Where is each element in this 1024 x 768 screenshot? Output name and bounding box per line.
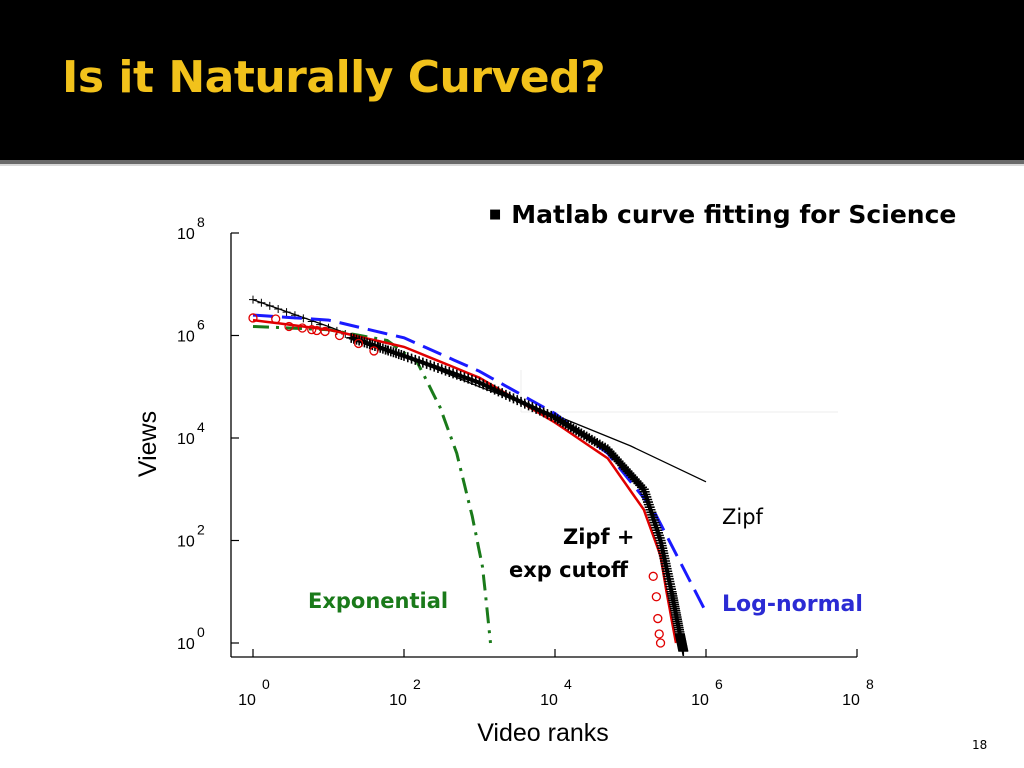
data-circle-marker (648, 571, 658, 581)
zipf-plus-marker (282, 308, 291, 317)
data-circle-marker (248, 313, 258, 323)
measured-marker (641, 491, 652, 502)
x-tick-label: 10 (691, 692, 709, 709)
x-tick-label: 10 (238, 692, 256, 709)
data-circle-marker (369, 346, 379, 356)
y-axis-label: Views (134, 411, 162, 477)
bullet-text: Matlab curve fitting for Science (511, 200, 957, 229)
x-tick-label: 10 (389, 692, 407, 709)
annotation-exponential: Exponential (308, 589, 448, 613)
y-tick-exponent: 4 (197, 419, 205, 435)
data-circle-marker (271, 314, 281, 324)
x-tick-exponent: 4 (564, 676, 572, 692)
x-tick-label: 10 (540, 692, 558, 709)
zipf-plus-marker (274, 305, 283, 314)
y-tick-label: 10 (177, 226, 195, 243)
annotation-zipf: Zipf (722, 505, 764, 529)
annotation-zipf-cutoff-line1: Zipf + (563, 525, 635, 549)
zipf-plus-marker (257, 298, 266, 307)
x-tick-exponent: 6 (715, 676, 723, 692)
zipf-plus-marker (265, 301, 274, 310)
measured-marker (644, 502, 655, 513)
bullet-item: ■ Matlab curve fitting for Science (489, 200, 956, 229)
x-tick-exponent: 0 (262, 676, 270, 692)
x-axis-label: Video ranks (477, 719, 609, 747)
data-circle-marker (320, 326, 330, 337)
page-number: 18 (972, 738, 988, 752)
y-tick-label: 10 (177, 636, 195, 653)
title-bar (0, 0, 1024, 160)
data-circle-marker (655, 638, 666, 648)
y-tick-label: 10 (177, 329, 195, 346)
title-divider-highlight (0, 164, 1024, 166)
data-circle-marker (284, 321, 294, 332)
annotation-zipf-cutoff-line2: exp cutoff (509, 558, 629, 582)
y-tick-exponent: 8 (197, 214, 205, 230)
data-circle-marker (653, 613, 663, 624)
slide-title: Is it Naturally Curved? (62, 52, 606, 103)
data-circle-marker (651, 592, 662, 602)
measured-marker (678, 645, 689, 656)
square-bullet-icon: ■ (489, 207, 502, 222)
chart-series (248, 295, 708, 656)
annotation-lognormal: Log-normal (722, 592, 863, 617)
title-divider (0, 160, 1024, 164)
series-zipf-line (252, 299, 707, 483)
y-tick-label: 10 (177, 534, 195, 551)
zipf-plus-marker (249, 295, 257, 304)
data-circle-marker (334, 330, 345, 341)
x-tick-exponent: 2 (413, 676, 421, 692)
x-tick-label: 10 (842, 692, 860, 709)
y-tick-label: 10 (177, 431, 195, 448)
data-circle-marker (654, 629, 664, 639)
y-tick-exponent: 6 (197, 317, 205, 333)
y-tick-exponent: 0 (197, 624, 205, 640)
chart-labels: Zipf Zipf + exp cutoff Exponential Log-norma… (308, 505, 863, 617)
x-tick-exponent: 8 (866, 676, 874, 692)
measured-marker (647, 509, 658, 520)
data-circle-marker (353, 338, 364, 349)
data-circle-marker (297, 323, 307, 333)
y-tick-exponent: 2 (197, 522, 205, 538)
data-circle-marker (307, 325, 317, 335)
series-lognormal-line (252, 313, 708, 613)
series-exponential-line (252, 325, 492, 644)
